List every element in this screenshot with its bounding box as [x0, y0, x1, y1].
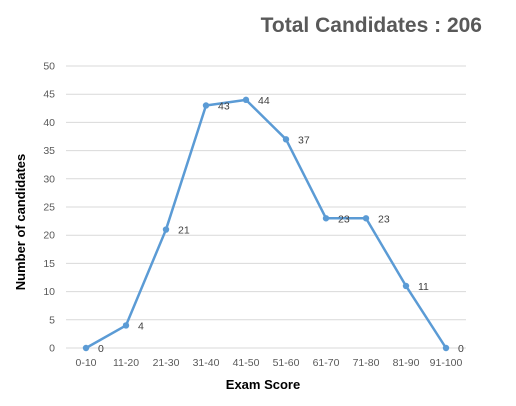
data-label: 0	[98, 343, 104, 355]
x-tick-label: 41-50	[233, 357, 260, 369]
gridlines	[66, 65, 466, 349]
y-tick-label: 45	[43, 89, 55, 101]
y-tick-label: 35	[43, 145, 55, 157]
data-point	[402, 282, 410, 290]
y-axis-title: Number of candidates	[13, 154, 28, 291]
series-layer	[82, 96, 450, 352]
y-tick-label: 15	[43, 258, 55, 270]
data-label: 21	[178, 225, 190, 237]
y-tick-label: 20	[43, 230, 55, 242]
data-label: 23	[378, 213, 390, 225]
x-tick-label: 91-100	[430, 357, 463, 369]
y-tick-label: 50	[43, 61, 55, 73]
x-axis-title: Exam Score	[226, 377, 300, 392]
data-label: 37	[298, 134, 310, 146]
x-tick-label: 11-20	[113, 357, 139, 369]
y-tick-label: 10	[43, 286, 55, 298]
data-labels: 0 4 21 43 44 37 23 23 11 0	[98, 95, 464, 355]
series-line	[84, 98, 448, 350]
y-axis-ticks: 0 5 10 15 20 25 30 35 40 45 50	[43, 61, 55, 355]
data-point	[82, 344, 90, 352]
y-tick-label: 0	[49, 343, 55, 355]
x-tick-label: 31-40	[193, 357, 220, 369]
x-tick-label: 71-80	[353, 357, 380, 369]
data-point	[442, 344, 450, 352]
data-label: 23	[338, 213, 350, 225]
data-point	[322, 215, 330, 222]
x-tick-label: 81-90	[393, 357, 420, 369]
y-tick-label: 25	[43, 202, 55, 214]
data-label: 0	[458, 343, 464, 355]
y-tick-label: 5	[49, 314, 55, 326]
data-label: 4	[138, 320, 144, 332]
data-point	[202, 102, 210, 109]
x-tick-label: 51-60	[273, 357, 300, 369]
y-tick-label: 40	[43, 117, 55, 129]
data-label: 11	[418, 281, 429, 293]
data-point	[122, 322, 130, 329]
x-tick-label: 61-70	[313, 357, 340, 369]
data-label: 43	[218, 100, 230, 112]
data-point	[282, 136, 290, 143]
data-point	[162, 226, 170, 233]
data-point	[242, 96, 250, 104]
x-tick-label: 21-30	[153, 357, 180, 369]
y-tick-label: 30	[43, 173, 55, 185]
x-axis-ticks: 0-10 11-20 21-30 31-40 41-50 51-60 61-70 71-80 8…	[75, 357, 462, 369]
data-label: 44	[258, 95, 270, 107]
x-tick-label: 0-10	[75, 357, 96, 369]
chart-title: Total Candidates : 206	[261, 14, 482, 37]
data-point	[362, 215, 370, 222]
